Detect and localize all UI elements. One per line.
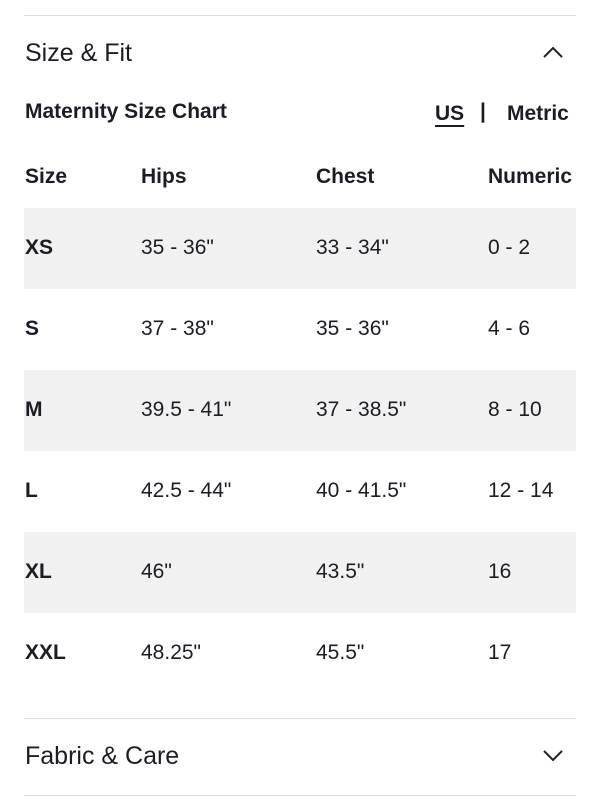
unit-toggle[interactable]: US	[435, 102, 465, 125]
table-cell: 40 - 41.5"	[316, 479, 407, 502]
table-cell: 12 - 14	[488, 479, 554, 502]
table-cell: 0 - 2	[488, 236, 531, 259]
table-cell: XXL	[25, 641, 66, 664]
table-row: XL 46" 43.5" 16	[24, 532, 576, 613]
column-header: Size	[25, 165, 68, 188]
table-cell: 33 - 34"	[316, 236, 389, 259]
table-cell: M	[25, 398, 43, 421]
table-row: XS 35 - 36" 33 - 34" 0 - 2	[24, 208, 576, 289]
table-row: S 37 - 38" 35 - 36" 4 - 6	[24, 289, 576, 370]
unit-toggle[interactable]: Metric	[507, 102, 569, 125]
table-cell: XL	[25, 560, 52, 583]
table-cell: S	[25, 317, 40, 340]
table-cell: XS	[25, 236, 54, 259]
table-cell: 35 - 36"	[141, 236, 214, 259]
chevron-down[interactable]	[542, 748, 564, 764]
table-cell: 48.25"	[141, 641, 202, 664]
chart-title: Maternity Size Chart	[25, 100, 227, 123]
table-cell: 8 - 10	[488, 398, 542, 421]
table-cell: 43.5"	[316, 560, 365, 583]
size-table: Size Hips Chest Numeric XS 35 - 36" 33 - 34" 0 …	[24, 150, 576, 695]
divider	[24, 718, 576, 719]
table-cell: 16	[488, 560, 512, 583]
table-row: M 39.5 - 41" 37 - 38.5" 8 - 10	[24, 370, 576, 451]
table-cell: 42.5 - 44"	[141, 479, 232, 502]
table-cell: 37 - 38"	[141, 317, 214, 340]
table-cell: 46"	[141, 560, 172, 583]
table-cell: 45.5"	[316, 641, 365, 664]
chevron-up[interactable]	[542, 44, 564, 60]
table-cell: 17	[488, 641, 512, 664]
column-header: Numeric	[488, 165, 573, 188]
separator: |	[480, 100, 486, 123]
column-header: Hips	[141, 165, 187, 188]
unit-clip: Metric	[507, 101, 576, 127]
table-row: L 42.5 - 44" 40 - 41.5" 12 - 14	[24, 451, 576, 532]
column-header: Chest	[316, 165, 375, 188]
table-cell: L	[25, 479, 38, 502]
section-title[interactable]: Fabric & Care	[25, 742, 180, 770]
section-title[interactable]: Size & Fit	[25, 39, 132, 67]
table-cell: 37 - 38.5"	[316, 398, 407, 421]
divider	[24, 15, 576, 16]
table-cell: 35 - 36"	[316, 317, 389, 340]
table-cell: 39.5 - 41"	[141, 398, 232, 421]
divider	[24, 795, 576, 796]
table-row: XXL 48.25" 45.5" 17	[24, 613, 576, 694]
table-cell: 4 - 6	[488, 317, 531, 340]
